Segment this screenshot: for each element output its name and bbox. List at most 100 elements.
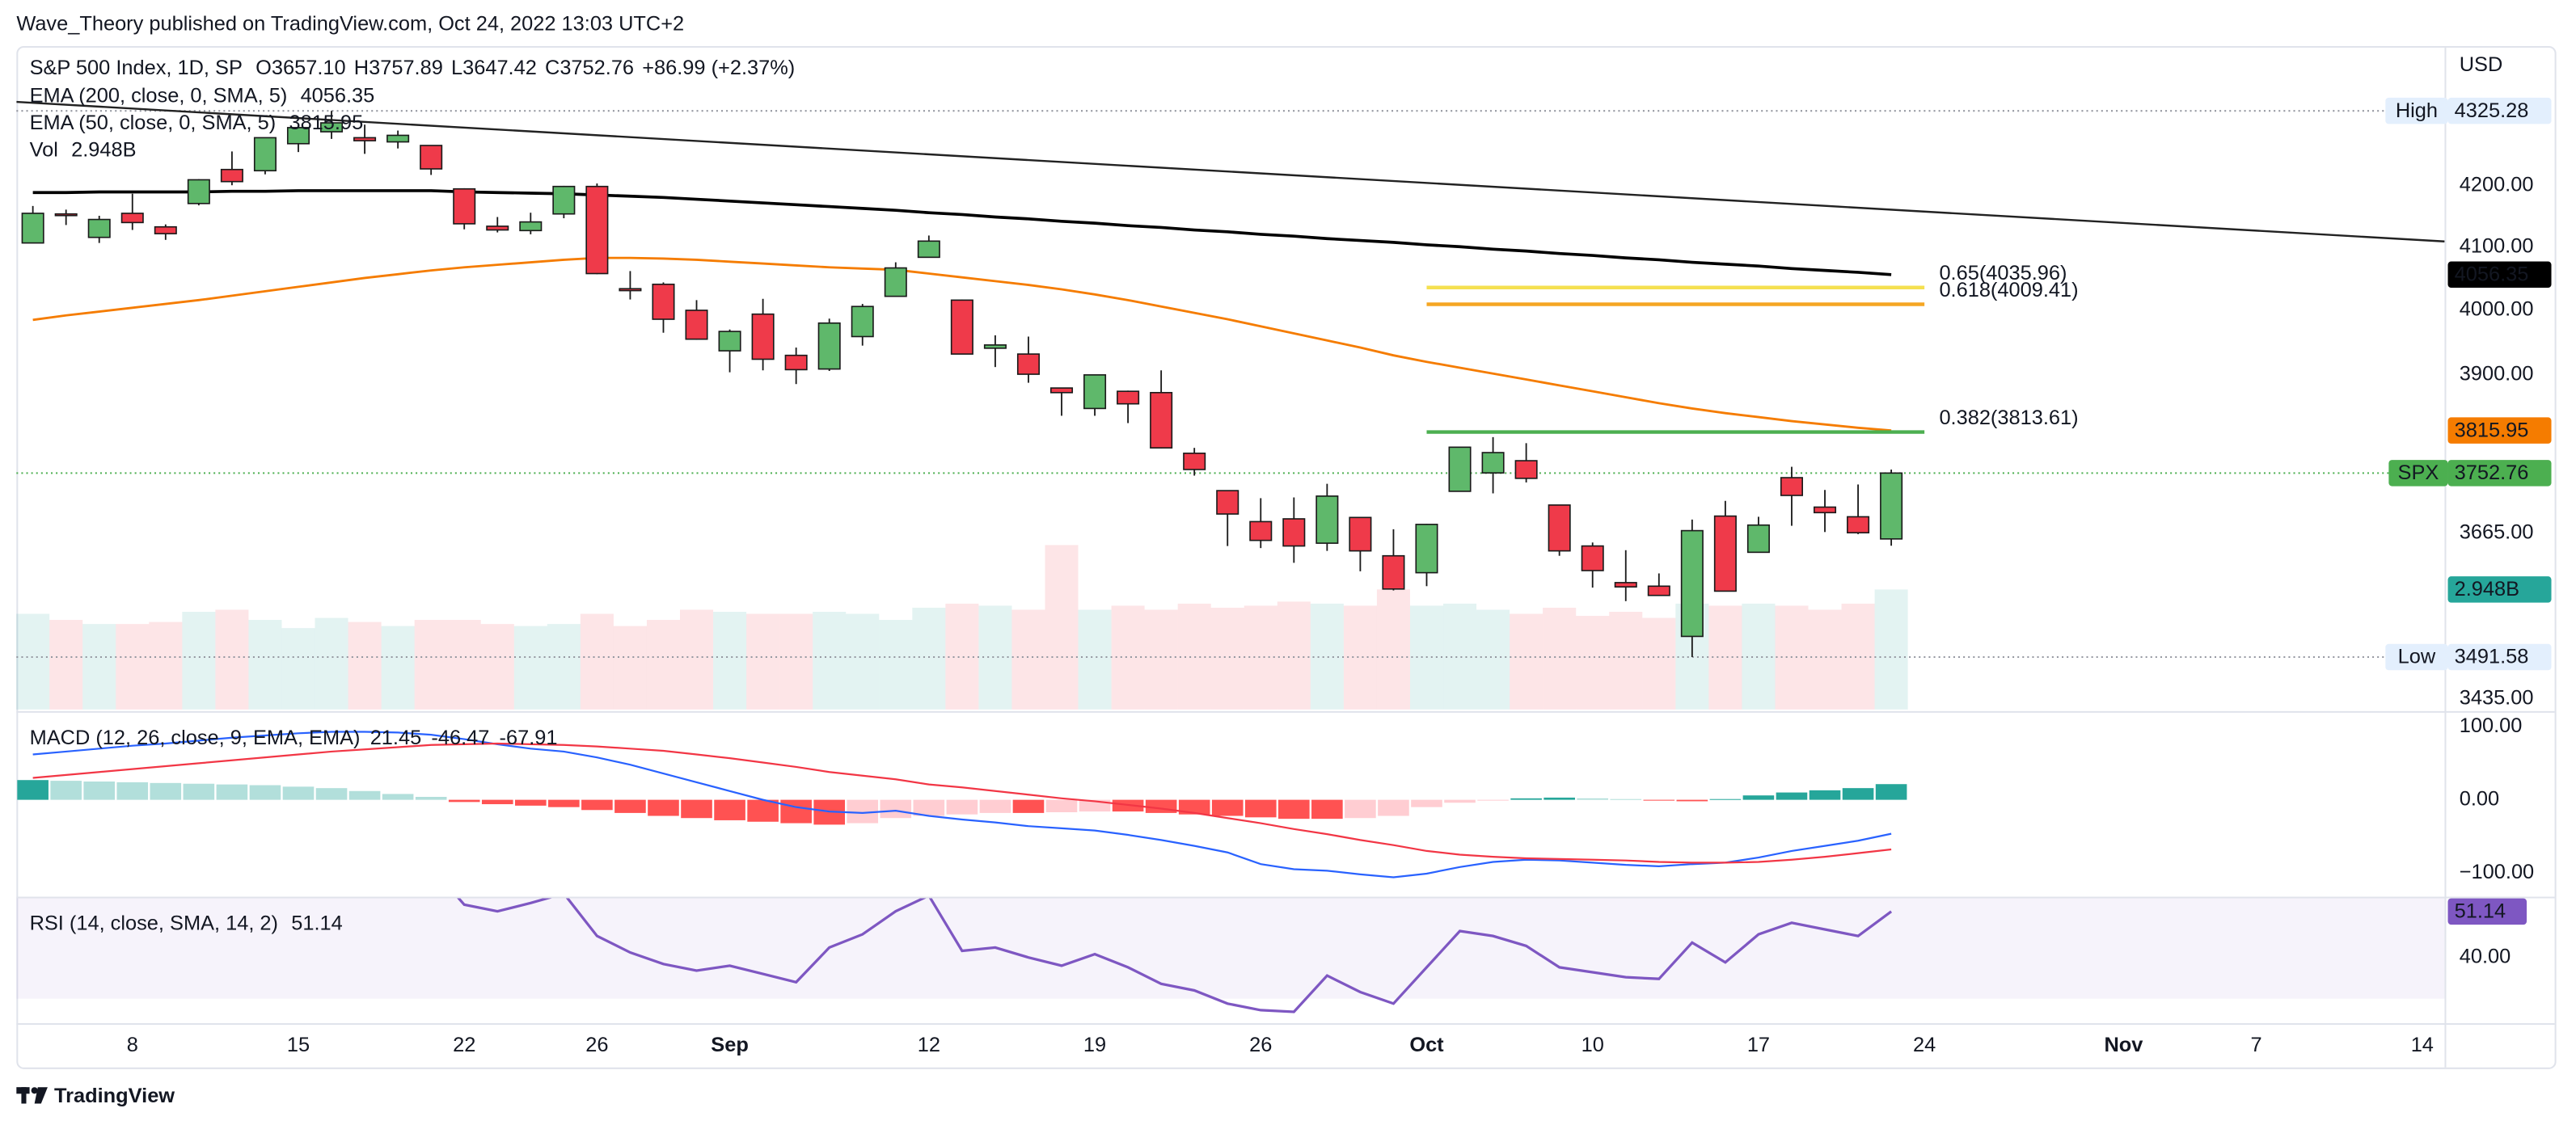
ema-last-value-box — [2447, 417, 2552, 444]
volume-bar — [746, 613, 780, 710]
macd-histogram-bar — [913, 799, 945, 816]
candle-body — [486, 225, 509, 231]
macd-histogram-bar — [747, 799, 779, 822]
volume-bar — [646, 620, 680, 710]
legend-rsi-value: 51.14 — [291, 912, 343, 935]
volume-bar — [49, 620, 83, 710]
volume-bar — [1708, 605, 1742, 710]
symbol-tag: SPX — [2398, 461, 2439, 484]
candle-body — [1117, 390, 1140, 405]
rsi-line — [457, 898, 1893, 1013]
macd-histogram-bar — [83, 782, 116, 800]
macd-histogram-bar — [681, 799, 712, 819]
last-price-value-box — [2447, 460, 2552, 487]
macd-histogram-bar — [1411, 799, 1442, 807]
candle-body — [884, 267, 907, 297]
macd-histogram-bar — [249, 785, 281, 800]
ema-last-value: 4056.35 — [2455, 263, 2529, 286]
time-tick-label: 14 — [2411, 1034, 2434, 1056]
macd-histogram-bar — [1345, 799, 1376, 819]
candle-body — [1448, 446, 1472, 492]
price-tick-label: 3665.00 — [2460, 521, 2534, 544]
volume-bar — [248, 620, 282, 710]
candle-body — [1415, 524, 1438, 574]
macd-histogram-bar — [382, 794, 414, 800]
volume-bar — [1476, 609, 1510, 710]
macd-histogram-bar — [50, 781, 82, 800]
legend-ema-name: EMA (200, close, 0, SMA, 5) — [30, 85, 288, 107]
candle-body — [1614, 582, 1637, 588]
macd-histogram-bar — [183, 783, 215, 800]
price-tick-label: 3435.00 — [2460, 686, 2534, 709]
volume-bar — [1841, 603, 1875, 710]
volume-bar — [779, 613, 813, 710]
currency-label: USD — [2460, 53, 2503, 76]
volume-bar — [1078, 609, 1112, 710]
macd-tick-label: 0.00 — [2460, 787, 2499, 810]
volume-bar — [447, 620, 481, 710]
time-tick-label: 26 — [1249, 1034, 1272, 1056]
high-tag-box — [2385, 97, 2448, 124]
legend-title: S&P 500 Index, 1D, SP — [30, 57, 243, 79]
candle-body — [652, 283, 675, 320]
price-tick-label: 4200.00 — [2460, 174, 2534, 196]
price-tick-label: 4100.00 — [2460, 235, 2534, 258]
candle-body — [983, 344, 1007, 349]
time-tick-label: 22 — [453, 1034, 475, 1056]
candle-body — [552, 185, 576, 215]
candle-body — [220, 168, 243, 183]
time-tick-label: 15 — [287, 1034, 310, 1056]
macd-histogram-bar — [1577, 798, 1609, 800]
legend-ohlc: H3757.89 — [354, 57, 443, 79]
publisher-line: Wave_Theory published on TradingView.com… — [16, 12, 684, 35]
time-tick-label: 19 — [1083, 1034, 1106, 1056]
time-tick-label: 24 — [1913, 1034, 1936, 1056]
volume-bar — [1609, 611, 1643, 710]
volume-bar — [381, 626, 415, 710]
candle-body — [1315, 495, 1339, 544]
macd-histogram-bar — [1145, 799, 1177, 813]
rsi-last-value: 51.14 — [2455, 900, 2506, 923]
macd-histogram-bar — [548, 799, 580, 807]
legend-macd-hist: 21.45 — [370, 727, 422, 749]
macd-line — [32, 731, 1892, 879]
ema-last-value: 3815.95 — [2455, 419, 2529, 441]
candle-body — [1647, 585, 1670, 596]
macd-histogram-bar — [1742, 795, 1775, 800]
macd-histogram-bar — [116, 782, 149, 800]
candle-body — [718, 331, 741, 352]
candle-body — [1548, 504, 1571, 552]
legend-ohlc: O3657.10 — [255, 57, 345, 79]
candle-body — [187, 179, 210, 204]
volume-bar — [281, 628, 315, 710]
ema-line — [32, 256, 1892, 432]
time-tick-label: Nov — [2104, 1034, 2143, 1056]
high-value: 4325.28 — [2455, 99, 2529, 122]
macd-histogram-bar — [714, 799, 745, 820]
candle-body — [120, 213, 144, 224]
macd-histogram-bar — [1709, 798, 1742, 800]
candle-body — [286, 127, 310, 145]
candle-body — [253, 137, 277, 172]
macd-histogram-bar — [150, 782, 182, 800]
macd-histogram-bar — [1643, 799, 1675, 801]
time-tick-label: 10 — [1581, 1034, 1604, 1056]
candle-body — [154, 225, 177, 234]
volume-bar — [1343, 605, 1377, 710]
trend-line — [16, 100, 2445, 242]
volume-bar — [1642, 617, 1676, 710]
candle-body — [1680, 529, 1704, 638]
fib-level-label: 0.382(3813.61) — [1939, 407, 2078, 429]
macd-histogram-bar — [348, 790, 381, 800]
candle-body — [1083, 374, 1107, 410]
macd-histogram-bar — [1278, 799, 1310, 820]
candle-body — [585, 185, 609, 275]
candle-body — [1349, 516, 1372, 552]
candle-body — [1514, 460, 1538, 479]
macd-histogram-bar — [1543, 797, 1575, 800]
legend-volume-name: Vol — [30, 139, 58, 162]
macd-histogram-bar — [1809, 790, 1841, 800]
ema-line — [32, 189, 1892, 276]
